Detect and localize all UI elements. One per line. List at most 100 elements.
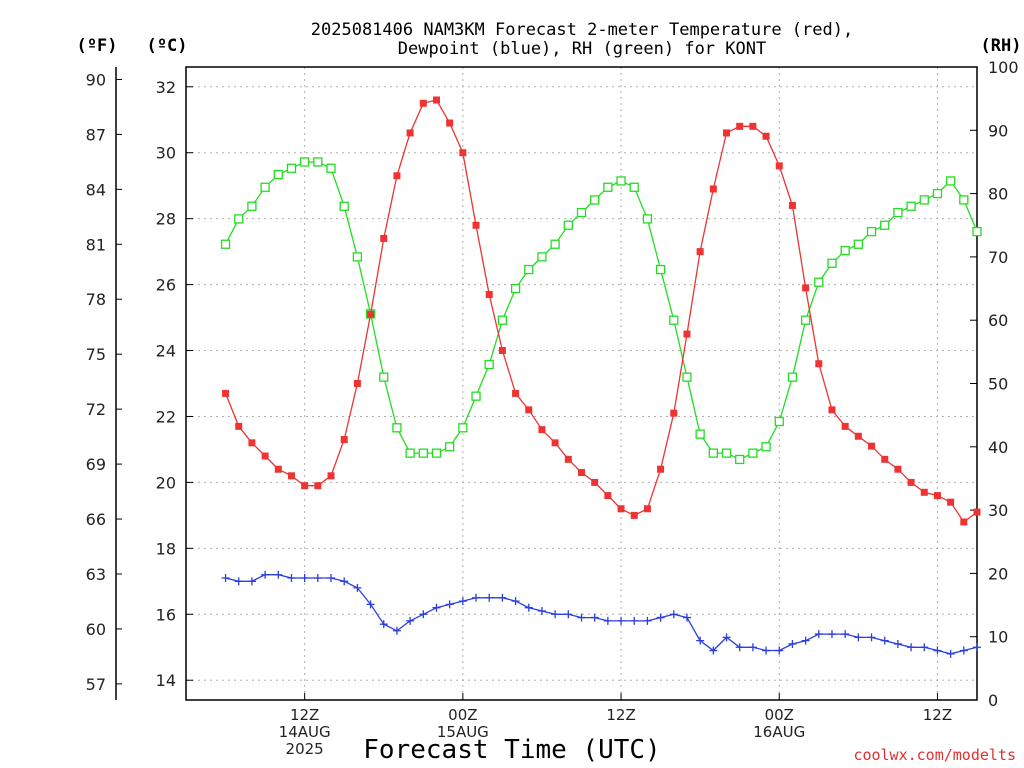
rh-line xyxy=(225,161,978,461)
temperature-point xyxy=(604,492,612,500)
rh-tick-label: 90 xyxy=(988,121,1008,140)
rh-point xyxy=(497,315,508,325)
temperature-point xyxy=(881,455,889,463)
rh-point xyxy=(379,372,389,382)
temperature-point xyxy=(525,406,533,414)
temperature-line xyxy=(224,99,978,523)
x-tick-label: 12Z xyxy=(606,706,635,724)
x-tick-label: 12Z xyxy=(923,706,952,724)
rh-tick-label: 100 xyxy=(988,58,1019,77)
dewpoint-point xyxy=(353,583,362,592)
rh-point xyxy=(431,448,442,458)
dewpoint-point xyxy=(801,636,810,645)
temperature-point xyxy=(828,406,836,414)
dewpoint-point xyxy=(234,577,243,586)
temperature-point xyxy=(670,409,678,417)
fahrenheit-tick-label: 57 xyxy=(86,675,106,694)
celsius-tick-label: 32 xyxy=(156,78,176,97)
rh-point xyxy=(616,176,626,186)
temperature-point xyxy=(393,172,401,180)
rh-point xyxy=(576,207,587,218)
rh-point xyxy=(445,442,455,452)
rh-point xyxy=(471,391,481,401)
x-tick-label: 12Z xyxy=(290,706,319,724)
rh-point xyxy=(260,182,270,192)
temperature-point xyxy=(762,132,770,140)
celsius-tick-label: 20 xyxy=(156,473,176,492)
rh-point xyxy=(273,169,283,180)
temperature-point xyxy=(446,119,454,127)
dewpoint-point xyxy=(445,600,454,609)
dewpoint-point xyxy=(340,577,349,586)
temperature-point xyxy=(617,505,625,513)
rh-point xyxy=(682,372,692,382)
axes: 14 16 18 20 22 24 26 28 30 32 57 60 63 66 69 72 75 78 81 84… xyxy=(86,58,1019,758)
dewpoint-point xyxy=(617,616,626,625)
temperature-point xyxy=(261,452,269,460)
celsius-tick-label: 22 xyxy=(156,407,176,426)
dewpoint-point xyxy=(696,636,705,645)
celsius-tick-label: 26 xyxy=(156,276,176,295)
rh-point xyxy=(972,226,982,237)
rh-point xyxy=(880,220,890,230)
dewpoint-point xyxy=(735,643,744,652)
temperature-point xyxy=(775,162,783,170)
rh-point xyxy=(339,201,349,211)
rh-tick-label: 70 xyxy=(988,248,1008,267)
dewpoint-point xyxy=(564,610,573,619)
rh-point xyxy=(669,315,679,325)
unit-fahrenheit: (ºF) xyxy=(77,36,118,56)
rh-point xyxy=(800,315,811,325)
dewpoint-point xyxy=(537,606,546,615)
dewpoint-point xyxy=(392,626,401,635)
dewpoint-point xyxy=(498,593,507,602)
x-tick-label: 14AUG xyxy=(279,723,331,741)
rh-tick-label: 20 xyxy=(988,564,1008,583)
temperature-point xyxy=(564,455,572,463)
rh-tick-label: 60 xyxy=(988,311,1008,330)
temperature-point xyxy=(802,284,810,292)
x-tick-label: 16AUG xyxy=(753,723,805,741)
dewpoint-point xyxy=(432,603,441,612)
rh-point xyxy=(603,182,613,192)
rh-point xyxy=(695,429,705,439)
temperature-point xyxy=(841,422,849,430)
rh-point xyxy=(893,207,903,218)
temperature-point xyxy=(630,511,638,519)
temperature-point xyxy=(723,129,731,137)
rh-point xyxy=(708,448,718,458)
temperature-point xyxy=(472,221,480,229)
temperature-point xyxy=(591,478,599,486)
rh-tick-label: 50 xyxy=(988,375,1008,394)
dewpoint-point xyxy=(762,646,771,655)
temperature-point xyxy=(340,436,348,444)
celsius-tick-label: 24 xyxy=(156,342,176,361)
temperature-point xyxy=(643,505,651,513)
unit-celsius: (ºC) xyxy=(147,36,188,56)
dewpoint-point xyxy=(603,616,612,625)
rh-point xyxy=(590,195,600,205)
temperature-point xyxy=(301,482,309,490)
dewpoint-point xyxy=(946,649,955,658)
rh-tick-label: 80 xyxy=(988,185,1008,204)
temperature-point xyxy=(485,290,493,298)
dewpoint-point xyxy=(682,613,691,622)
rh-point xyxy=(761,442,771,452)
x-tick-label: 2025 xyxy=(286,740,324,758)
rh-point xyxy=(484,359,494,370)
dewpoint-point xyxy=(841,630,850,639)
temperature-point xyxy=(736,122,744,130)
rh-tick-label: 0 xyxy=(988,691,998,710)
dewpoint-point xyxy=(867,633,876,642)
rh-point xyxy=(655,264,666,275)
temperature-point xyxy=(314,482,322,490)
temperature-point xyxy=(788,201,796,209)
rh-point xyxy=(234,214,244,224)
rh-point xyxy=(247,201,257,211)
temperature-point xyxy=(380,234,388,242)
temperature-point xyxy=(973,508,981,516)
rh-point xyxy=(286,163,297,173)
dewpoint-point xyxy=(274,570,283,579)
dewpoint-point xyxy=(814,630,823,639)
dewpoint-point xyxy=(590,613,599,622)
